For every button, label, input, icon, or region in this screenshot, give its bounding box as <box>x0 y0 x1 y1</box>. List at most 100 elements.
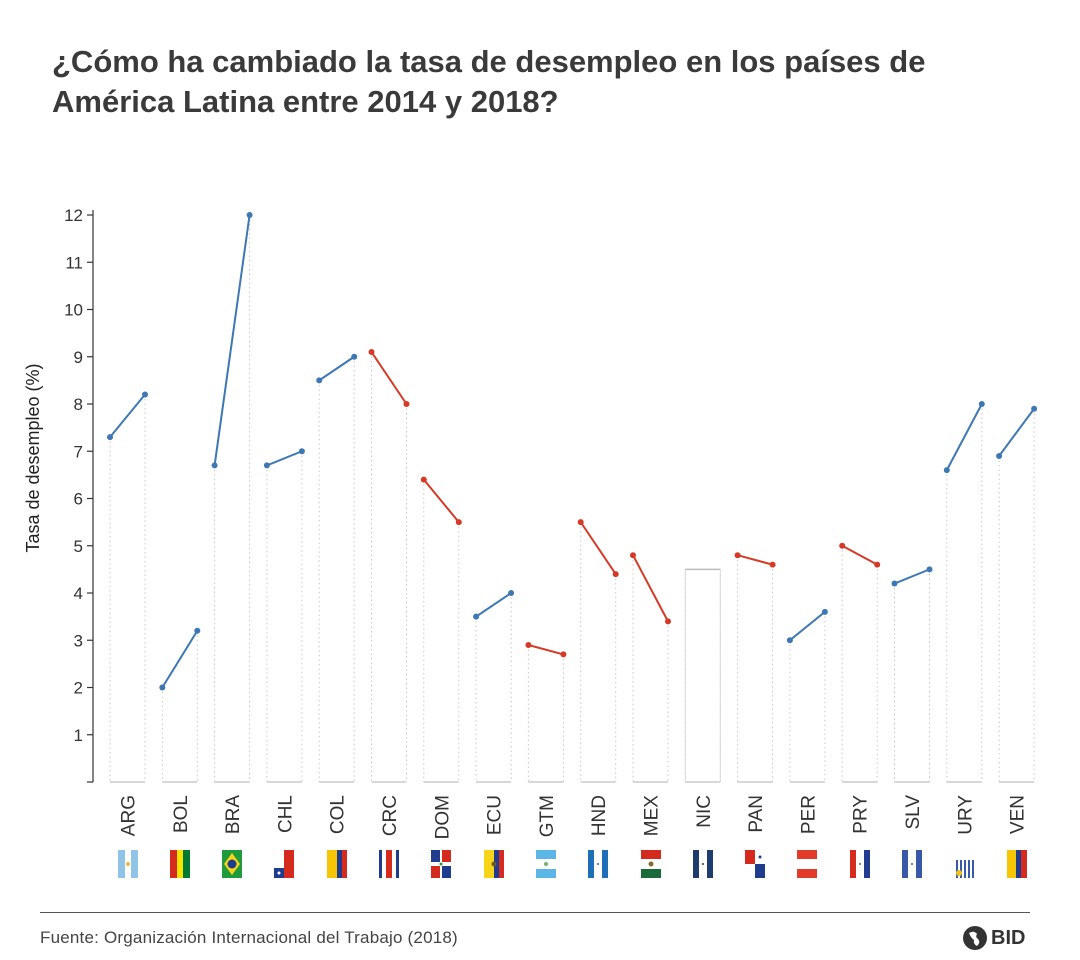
peru-flag <box>797 850 817 878</box>
point-2018-arg <box>142 391 148 398</box>
point-2018-slv <box>926 566 933 573</box>
point-2014-crc <box>368 349 375 356</box>
slope-line-mex <box>632 554 669 622</box>
x-tick-label-col: COL <box>328 795 349 834</box>
brazil-flag <box>222 850 242 878</box>
point-2018-ury <box>978 401 985 407</box>
y-tick-label: 7 <box>74 442 83 461</box>
x-tick-label-slv: SLV <box>903 795 924 830</box>
point-2014-bra <box>211 462 218 469</box>
slope-line-crc <box>370 351 408 405</box>
slope-line-dom <box>423 478 460 523</box>
point-2018-bra <box>246 212 253 218</box>
point-2018-ecu <box>508 590 515 596</box>
y-tick-label: 10 <box>64 301 83 320</box>
panama-flag <box>745 850 765 878</box>
x-tick-label-pry: PRY <box>851 795 872 834</box>
y-axis-title-group: Tasa de desempleo (%) <box>23 363 43 552</box>
point-2018-hnd <box>612 571 619 578</box>
point-2014-ecu <box>473 613 480 620</box>
x-tick-label-chl: CHL <box>275 795 296 833</box>
x-tick-label-bol: BOL <box>171 795 192 833</box>
x-tick-label-bra: BRA <box>223 795 244 834</box>
x-axis-labels: ARG BOL BRA CHL COL CRC DOM ECU GTM HND MEX NIC PAN P… <box>119 795 1029 840</box>
point-2018-dom <box>455 519 462 526</box>
y-tick-label: 4 <box>74 584 83 603</box>
slope-line-pry <box>841 544 878 566</box>
x-tick-label-arg: ARG <box>119 795 140 836</box>
nicaragua-flag <box>693 850 713 878</box>
argentina-flag <box>118 850 138 878</box>
point-2014-col <box>316 377 323 384</box>
slope-line-hnd <box>579 521 617 575</box>
x-tick-label-ury: URY <box>955 795 976 835</box>
honduras-flag <box>588 850 608 878</box>
point-2018-crc <box>403 401 410 407</box>
dominican-republic-flag <box>431 850 451 878</box>
slope-series <box>107 212 1038 782</box>
point-2014-gtm <box>525 641 532 648</box>
x-tick-label-ecu: ECU <box>485 795 506 835</box>
slope-line-arg <box>109 393 146 438</box>
ecuador-flag <box>484 850 504 878</box>
mexico-flag <box>641 850 661 878</box>
colombia-flag <box>327 850 347 878</box>
slope-line-bra <box>213 214 251 466</box>
slope-line-ecu <box>475 592 512 618</box>
point-2018-col <box>351 353 358 360</box>
costa-rica-flag <box>379 850 399 878</box>
point-2014-mex <box>630 552 636 559</box>
point-2018-chl <box>298 448 305 455</box>
slope-line-gtm <box>528 644 564 656</box>
point-2018-pry <box>874 561 881 568</box>
bid-logo: BID <box>962 924 1025 952</box>
point-2018-pan <box>769 561 776 568</box>
point-2018-ven <box>1031 405 1038 412</box>
x-tick-label-ven: VEN <box>1008 795 1029 834</box>
y-tick-label: 3 <box>74 631 83 650</box>
point-2018-gtm <box>560 651 567 658</box>
point-2014-chl <box>263 462 270 469</box>
y-axis-title: Tasa de desempleo (%) <box>23 363 43 552</box>
source-note: Fuente: Organización Internacional del T… <box>40 928 458 947</box>
chart-title: ¿Cómo ha cambiado la tasa de desempleo e… <box>52 44 926 119</box>
point-2018-mex <box>665 618 671 625</box>
point-2014-ven <box>996 452 1003 459</box>
point-2018-bol <box>194 627 201 634</box>
bid-logo-icon <box>963 926 987 950</box>
x-tick-label-pan: PAN <box>746 795 767 833</box>
y-tick-label: 8 <box>74 395 83 414</box>
point-2014-slv <box>891 580 898 587</box>
chile-flag <box>274 850 294 878</box>
point-2014-pan <box>734 552 741 559</box>
x-tick-label-gtm: GTM <box>537 795 558 837</box>
x-tick-label-crc: CRC <box>380 795 401 836</box>
slope-line-slv <box>894 568 930 585</box>
point-2018-per <box>821 608 828 615</box>
uruguay-flag <box>954 850 974 878</box>
bid-logo-text: BID <box>991 926 1026 949</box>
el-salvador-flag <box>902 850 922 878</box>
point-2014-arg <box>107 434 113 441</box>
x-tick-label-dom: DOM <box>432 795 453 839</box>
slope-line-pan <box>737 554 773 566</box>
y-tick-label: 2 <box>74 679 83 698</box>
venezuela-flag <box>1007 850 1027 878</box>
slope-line-ury <box>945 403 983 471</box>
slope-line-chl <box>266 450 303 467</box>
slope-line-ven <box>998 408 1035 457</box>
point-2014-bol <box>159 684 166 691</box>
slope-line-col <box>318 355 355 382</box>
x-tick-label-per: PER <box>798 795 819 834</box>
guatemala-flag <box>536 850 556 878</box>
paraguay-flag <box>850 850 870 878</box>
point-2014-ury <box>943 467 950 474</box>
footer-divider <box>40 912 1030 913</box>
slope-line-bol <box>161 630 199 689</box>
slope-line-per <box>789 611 826 642</box>
y-tick-label: 1 <box>74 726 83 745</box>
bolivia-flag <box>170 850 190 878</box>
x-tick-label-mex: MEX <box>642 795 663 837</box>
